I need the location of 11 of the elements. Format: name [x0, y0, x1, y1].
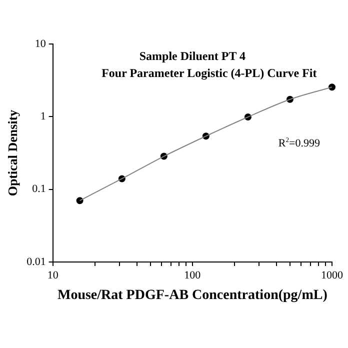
point [76, 197, 84, 204]
x-tick-label: 10 [47, 269, 59, 282]
x-axis-title: Mouse/Rat PDGF-AB Concentration(pg/mL) [57, 288, 328, 304]
y-tick-label: 10 [34, 38, 46, 50]
y-tick-label: 0.01 [26, 256, 46, 268]
x-tick-label: 1000 [321, 269, 344, 282]
y-axis-title: Optical Density [5, 109, 20, 196]
y-tick-label: 0.1 [32, 183, 46, 196]
x-tick-label: 100 [184, 269, 202, 282]
text: Sample Diluent PT 4 Four Parameter Logistic (4-PL) Curve Fit [102, 49, 317, 80]
y-tick-label: 1 [40, 110, 46, 123]
